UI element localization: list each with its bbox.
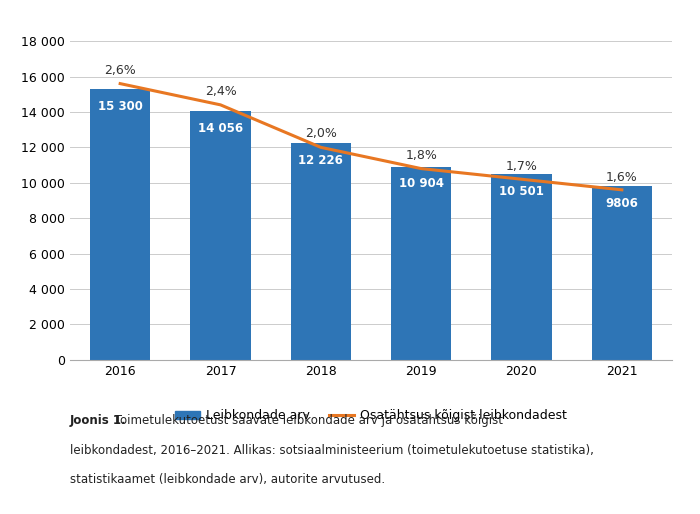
Text: 1,6%: 1,6% (606, 171, 638, 183)
Bar (190, 111, 251, 360)
Text: 12 226: 12 226 (298, 154, 343, 167)
Text: 10 904: 10 904 (399, 177, 444, 190)
Bar (90, 89, 150, 360)
Bar (592, 186, 652, 360)
Text: Toimetulekutoetust saavate leibkondade arv ja osatähtsus kõigist: Toimetulekutoetust saavate leibkondade a… (111, 414, 503, 427)
Bar (491, 174, 552, 360)
Bar (391, 167, 452, 360)
Text: 2,4%: 2,4% (204, 85, 237, 98)
Legend: Leibkondade arv, Osatähtsus kõigist leibkondadest: Leibkondade arv, Osatähtsus kõigist leib… (170, 405, 572, 427)
Text: Joonis 1.: Joonis 1. (70, 414, 127, 427)
Text: 9806: 9806 (606, 197, 638, 210)
Text: 10 501: 10 501 (499, 185, 544, 197)
Text: 1,8%: 1,8% (405, 150, 437, 162)
Bar (290, 143, 351, 360)
Text: 2,6%: 2,6% (104, 64, 136, 77)
Text: 1,7%: 1,7% (505, 160, 538, 173)
Text: 2,0%: 2,0% (305, 127, 337, 140)
Text: leibkondadest, 2016–2021. Allikas: sotsiaalministeerium (toimetulekutoetuse stat: leibkondadest, 2016–2021. Allikas: sotsi… (70, 444, 594, 456)
Text: 15 300: 15 300 (98, 100, 143, 113)
Text: statistikaamet (leibkondade arv), autorite arvutused.: statistikaamet (leibkondade arv), autori… (70, 473, 385, 486)
Text: 14 056: 14 056 (198, 122, 243, 135)
